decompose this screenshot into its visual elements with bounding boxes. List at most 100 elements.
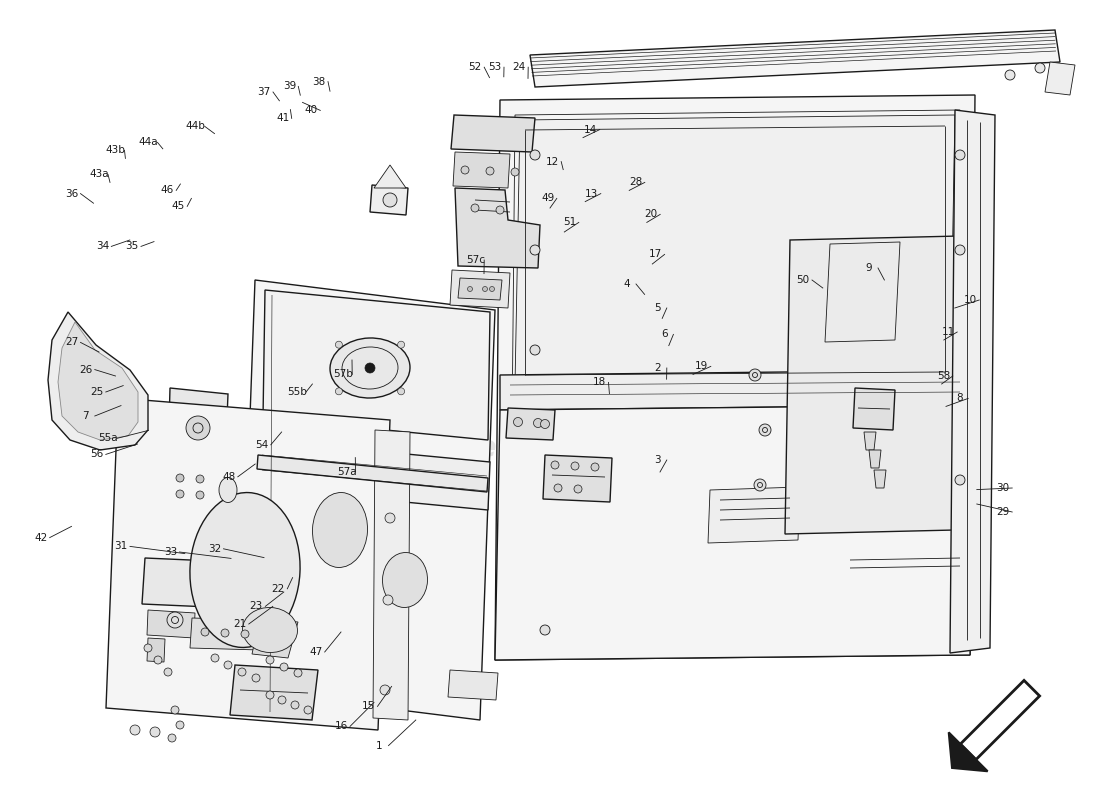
Text: 4: 4 — [624, 279, 630, 289]
Text: 43a: 43a — [89, 170, 109, 179]
Text: 27: 27 — [65, 338, 78, 347]
Circle shape — [170, 706, 179, 714]
Polygon shape — [950, 110, 996, 653]
Text: 24: 24 — [513, 62, 526, 72]
Text: 26: 26 — [79, 365, 92, 374]
Polygon shape — [190, 618, 262, 650]
Circle shape — [336, 341, 342, 348]
Text: 3: 3 — [654, 455, 661, 465]
Text: 19: 19 — [695, 362, 708, 371]
Circle shape — [483, 286, 487, 291]
Text: 17: 17 — [649, 250, 662, 259]
Circle shape — [144, 644, 152, 652]
Polygon shape — [948, 732, 988, 771]
Text: 36: 36 — [65, 189, 78, 198]
Polygon shape — [495, 405, 975, 660]
Polygon shape — [455, 188, 540, 268]
Polygon shape — [252, 618, 298, 658]
Text: 42: 42 — [34, 533, 47, 542]
Polygon shape — [450, 270, 510, 308]
Polygon shape — [869, 450, 881, 468]
Circle shape — [164, 668, 172, 676]
Polygon shape — [142, 558, 235, 608]
Circle shape — [574, 485, 582, 493]
Polygon shape — [147, 610, 195, 638]
Polygon shape — [374, 165, 406, 188]
Circle shape — [176, 490, 184, 498]
Circle shape — [176, 474, 184, 482]
Polygon shape — [530, 30, 1060, 87]
Circle shape — [471, 204, 478, 212]
Text: 35: 35 — [125, 242, 139, 251]
Circle shape — [278, 696, 286, 704]
Polygon shape — [448, 670, 498, 700]
Circle shape — [955, 475, 965, 485]
Text: 44a: 44a — [139, 138, 158, 147]
Text: 34: 34 — [96, 242, 109, 251]
Text: 38: 38 — [312, 77, 326, 86]
Circle shape — [955, 245, 965, 255]
Circle shape — [512, 168, 519, 176]
Polygon shape — [106, 398, 391, 730]
Text: 50: 50 — [796, 275, 810, 285]
Circle shape — [461, 166, 469, 174]
Polygon shape — [373, 430, 410, 720]
Polygon shape — [515, 115, 955, 385]
Circle shape — [530, 245, 540, 255]
Polygon shape — [240, 280, 495, 720]
Circle shape — [383, 595, 393, 605]
Text: 11: 11 — [942, 327, 955, 337]
Circle shape — [201, 628, 209, 636]
Circle shape — [1035, 63, 1045, 73]
Text: 44b: 44b — [186, 122, 206, 131]
Text: 29: 29 — [997, 507, 1010, 517]
Ellipse shape — [383, 553, 428, 607]
Polygon shape — [874, 470, 886, 488]
Text: 5: 5 — [654, 303, 661, 313]
Text: 8: 8 — [956, 394, 962, 403]
Text: 23: 23 — [250, 602, 263, 611]
Text: 16: 16 — [334, 722, 348, 731]
Text: 57a: 57a — [337, 467, 356, 477]
Text: 20: 20 — [645, 210, 658, 219]
Text: eurospares: eurospares — [673, 322, 867, 350]
Text: 21: 21 — [233, 619, 246, 629]
Text: 28: 28 — [629, 178, 642, 187]
Polygon shape — [257, 455, 488, 492]
Text: 45: 45 — [172, 202, 185, 211]
Text: 32: 32 — [208, 544, 221, 554]
Ellipse shape — [312, 493, 367, 567]
Text: 46: 46 — [161, 186, 174, 195]
Polygon shape — [500, 370, 975, 410]
Circle shape — [486, 167, 494, 175]
Polygon shape — [453, 152, 510, 188]
Polygon shape — [495, 95, 975, 660]
Ellipse shape — [330, 338, 410, 398]
Circle shape — [955, 150, 965, 160]
Text: 39: 39 — [283, 82, 296, 91]
Text: 10: 10 — [964, 295, 977, 305]
Circle shape — [754, 479, 766, 491]
Circle shape — [304, 706, 312, 714]
Circle shape — [292, 701, 299, 709]
Circle shape — [365, 363, 375, 373]
Polygon shape — [864, 432, 876, 450]
Circle shape — [383, 193, 397, 207]
Polygon shape — [370, 185, 408, 215]
Circle shape — [540, 419, 550, 429]
Circle shape — [385, 513, 395, 523]
Ellipse shape — [219, 478, 236, 502]
Text: 30: 30 — [997, 483, 1010, 493]
Circle shape — [221, 629, 229, 637]
Polygon shape — [960, 681, 1040, 759]
Text: 58: 58 — [937, 371, 950, 381]
Text: 37: 37 — [257, 87, 271, 97]
Text: 41: 41 — [276, 114, 289, 123]
Circle shape — [530, 345, 540, 355]
Text: 15: 15 — [362, 702, 375, 711]
Text: 40: 40 — [305, 106, 318, 115]
Circle shape — [1005, 70, 1015, 80]
Circle shape — [294, 669, 302, 677]
Text: 18: 18 — [593, 378, 606, 387]
Text: 54: 54 — [255, 440, 268, 450]
